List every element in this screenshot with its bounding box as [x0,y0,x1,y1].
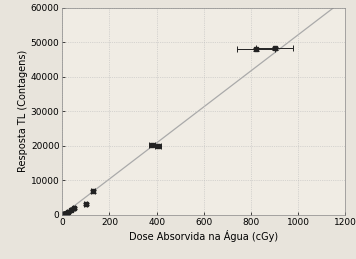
Y-axis label: Resposta TL (Contagens): Resposta TL (Contagens) [18,50,28,172]
X-axis label: Dose Absorvida na Água (cGy): Dose Absorvida na Água (cGy) [129,229,278,242]
